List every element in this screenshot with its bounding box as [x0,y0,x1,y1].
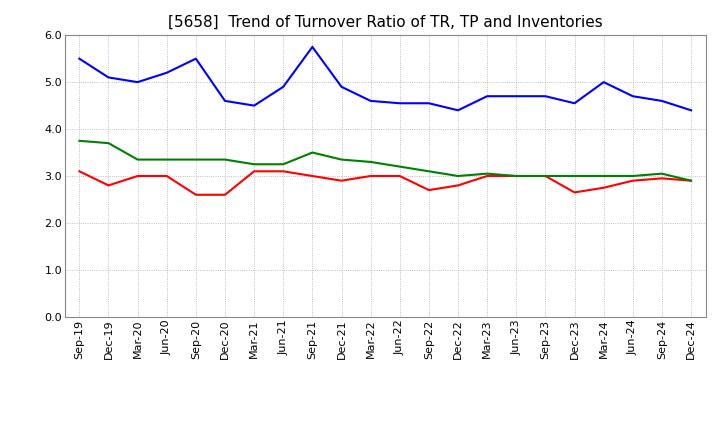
Inventories [308,150,317,155]
Inventories [192,157,200,162]
Inventories [337,157,346,162]
Inventories [279,161,287,167]
Inventories [512,173,521,179]
Inventories [133,157,142,162]
Trade Payables [308,44,317,50]
Trade Receivables [192,192,200,198]
Trade Receivables [337,178,346,183]
Inventories [657,171,666,176]
Trade Payables [337,84,346,89]
Trade Payables [133,80,142,85]
Inventories [250,161,258,167]
Trade Receivables [599,185,608,191]
Trade Receivables [250,169,258,174]
Line: Inventories: Inventories [79,141,691,181]
Inventories [629,173,637,179]
Trade Receivables [425,187,433,193]
Trade Receivables [75,169,84,174]
Trade Payables [687,108,696,113]
Inventories [104,140,113,146]
Trade Payables [657,98,666,103]
Line: Trade Receivables: Trade Receivables [79,171,691,195]
Line: Trade Payables: Trade Payables [79,47,691,110]
Trade Payables [75,56,84,61]
Trade Payables [541,94,550,99]
Trade Payables [163,70,171,75]
Trade Receivables [483,173,492,179]
Trade Receivables [687,178,696,183]
Trade Payables [629,94,637,99]
Trade Payables [192,56,200,61]
Trade Payables [599,80,608,85]
Trade Receivables [541,173,550,179]
Inventories [425,169,433,174]
Inventories [163,157,171,162]
Inventories [483,171,492,176]
Trade Payables [454,108,462,113]
Trade Receivables [308,173,317,179]
Trade Receivables [133,173,142,179]
Trade Receivables [629,178,637,183]
Inventories [541,173,550,179]
Trade Receivables [395,173,404,179]
Trade Payables [395,101,404,106]
Inventories [687,178,696,183]
Inventories [366,159,375,165]
Trade Payables [366,98,375,103]
Trade Receivables [163,173,171,179]
Inventories [454,173,462,179]
Trade Receivables [512,173,521,179]
Trade Payables [512,94,521,99]
Inventories [75,138,84,143]
Trade Payables [220,98,229,103]
Trade Receivables [454,183,462,188]
Trade Receivables [104,183,113,188]
Trade Payables [279,84,287,89]
Trade Payables [483,94,492,99]
Trade Payables [104,75,113,80]
Trade Receivables [570,190,579,195]
Inventories [570,173,579,179]
Trade Payables [425,101,433,106]
Inventories [220,157,229,162]
Title: [5658]  Trend of Turnover Ratio of TR, TP and Inventories: [5658] Trend of Turnover Ratio of TR, TP… [168,15,603,30]
Trade Receivables [657,176,666,181]
Trade Payables [250,103,258,108]
Inventories [395,164,404,169]
Trade Payables [570,101,579,106]
Trade Receivables [366,173,375,179]
Trade Receivables [220,192,229,198]
Inventories [599,173,608,179]
Trade Receivables [279,169,287,174]
